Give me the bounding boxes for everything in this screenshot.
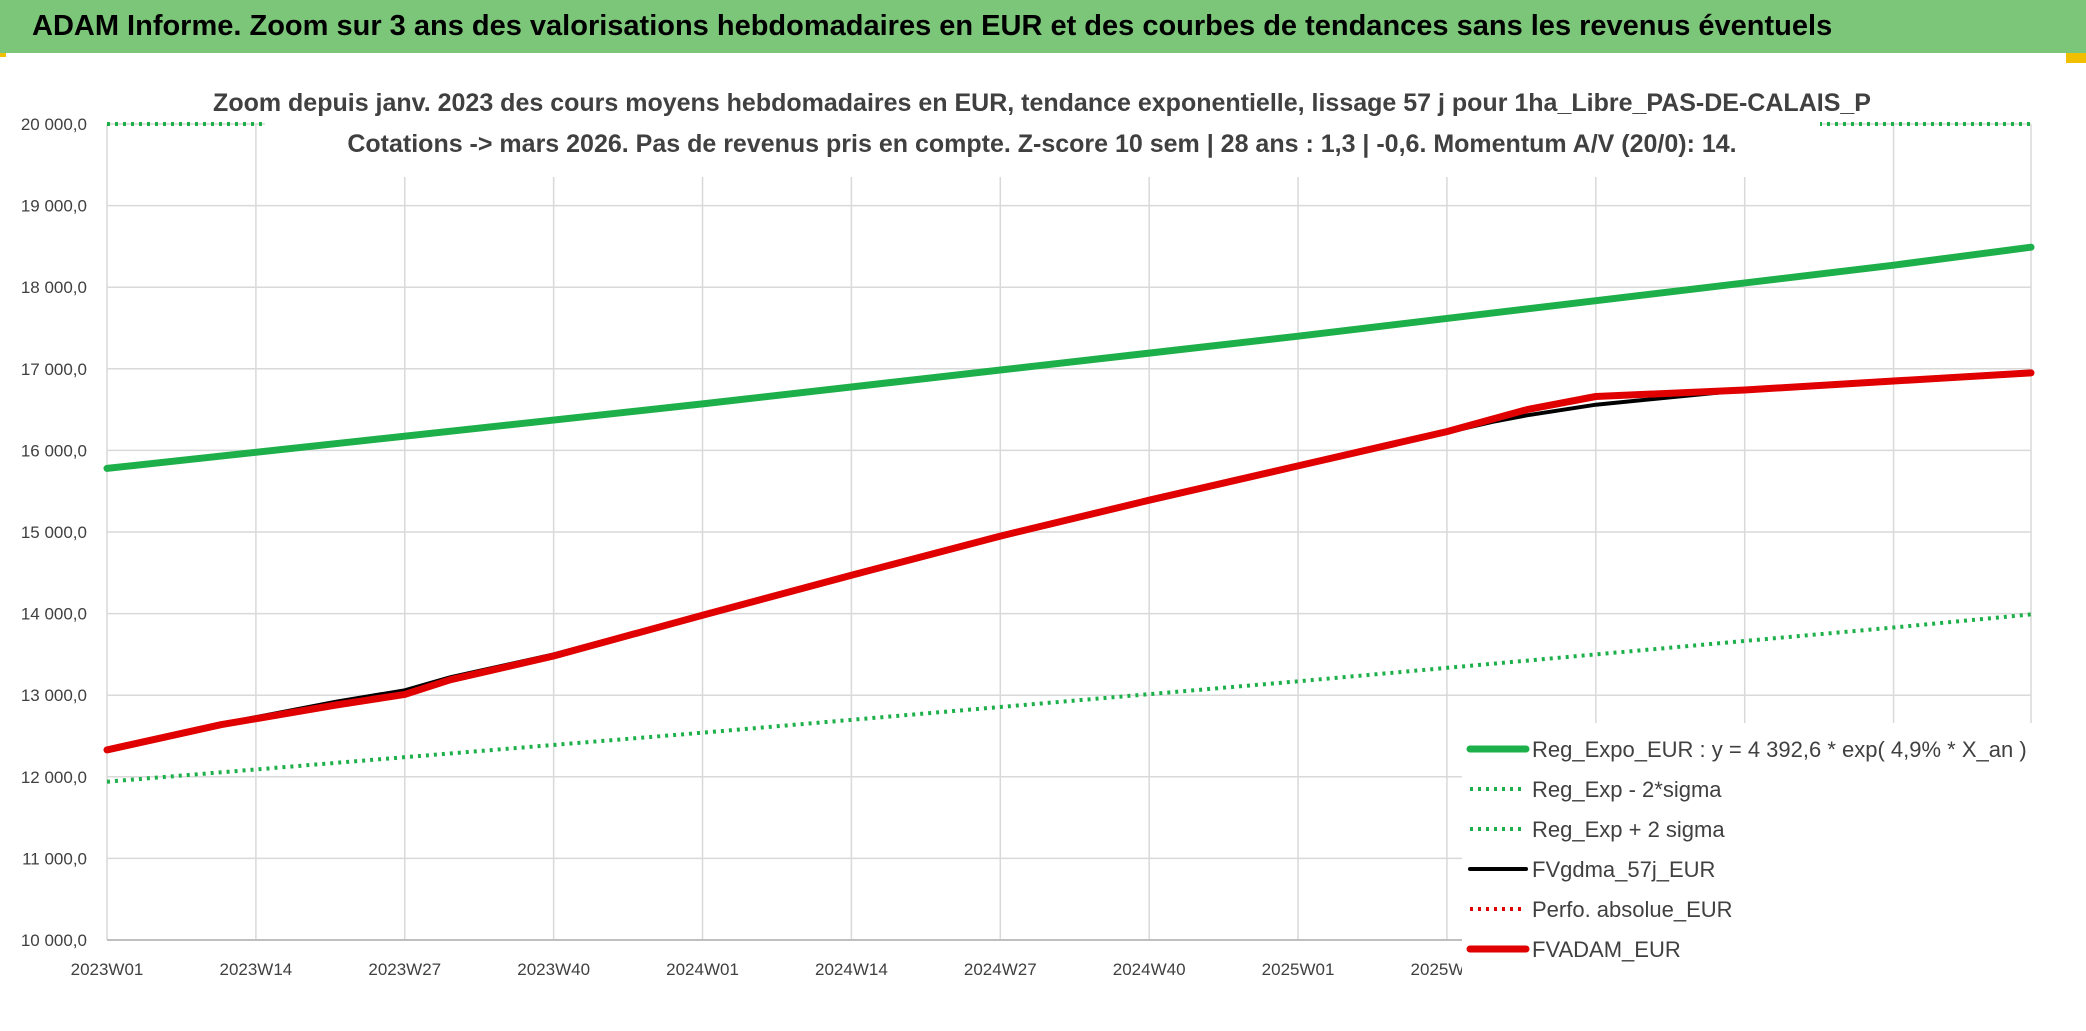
legend-label: Reg_Exp - 2*sigma xyxy=(1532,777,1722,802)
x-tick-label: 2023W14 xyxy=(219,960,292,979)
chart-subtitle-line-1: Zoom depuis janv. 2023 des cours moyens … xyxy=(213,89,1871,117)
y-tick-label: 18 000,0 xyxy=(21,278,87,297)
x-tick-label: 2024W27 xyxy=(964,960,1037,979)
legend-label: FVgdma_57j_EUR xyxy=(1532,857,1715,882)
legend-label: Reg_Expo_EUR : y = 4 392,6 * exp( 4,9% *… xyxy=(1532,737,2027,762)
legend-label: Reg_Exp + 2 sigma xyxy=(1532,817,1725,842)
report-banner-title: ADAM Informe. Zoom sur 3 ans des valoris… xyxy=(0,0,2086,53)
x-tick-label: 2023W27 xyxy=(368,960,441,979)
y-tick-label: 11 000,0 xyxy=(22,849,87,868)
y-tick-label: 17 000,0 xyxy=(21,360,87,379)
series-line-1 xyxy=(103,243,2035,472)
x-tick-label: 2024W40 xyxy=(1113,960,1186,979)
x-tick-label: 2024W14 xyxy=(815,960,888,979)
y-tick-label: 14 000,0 xyxy=(21,605,87,624)
y-tick-label: 20 000,0 xyxy=(21,115,87,134)
corner-accent-right xyxy=(2066,53,2086,63)
x-tick-label: 2024W01 xyxy=(666,960,739,979)
legend-label: FVADAM_EUR xyxy=(1532,937,1681,962)
x-tick-label: 2025W01 xyxy=(1262,960,1335,979)
subtitle-backdrop xyxy=(265,81,1820,177)
line-chart: 10 000,0 11 000,0 12 000,0 13 000,0 14 000,0… xyxy=(21,81,2042,979)
series-line-6 xyxy=(103,369,2035,754)
x-tick-label: 2023W40 xyxy=(517,960,590,979)
corner-accent-left xyxy=(0,53,6,57)
legend: Reg_Expo_EUR : y = 4 392,6 * exp( 4,9% *… xyxy=(1462,723,2042,975)
y-tick-label: 12 000,0 xyxy=(21,768,87,787)
legend-label: Perfo. absolue_EUR xyxy=(1532,897,1733,922)
y-tick-label: 13 000,0 xyxy=(21,686,87,705)
y-tick-label: 16 000,0 xyxy=(21,441,87,460)
series-lines xyxy=(103,122,2035,784)
y-axis-ticks: 10 000,0 11 000,0 12 000,0 13 000,0 14 000,0… xyxy=(21,115,87,950)
y-tick-label: 10 000,0 xyxy=(21,931,87,950)
x-tick-label: 2023W01 xyxy=(71,960,144,979)
legend-backdrop xyxy=(1462,723,2042,975)
chart-subtitle-line-2: Cotations -> mars 2026. Pas de revenus p… xyxy=(347,130,1736,158)
y-tick-label: 15 000,0 xyxy=(21,523,87,542)
y-tick-label: 19 000,0 xyxy=(21,197,87,216)
